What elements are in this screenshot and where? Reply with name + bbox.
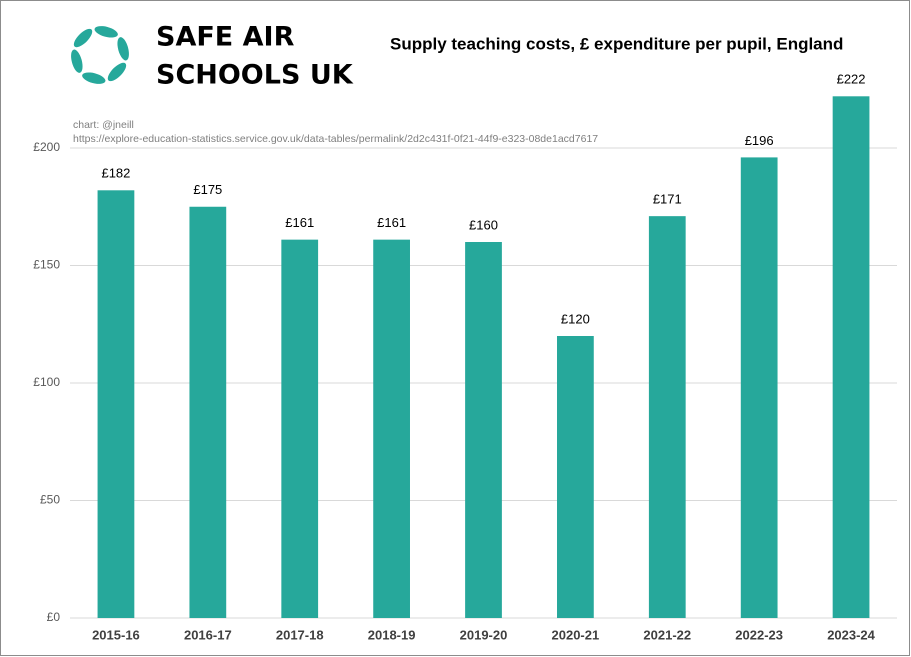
x-tick-label: 2017-18	[276, 627, 324, 642]
x-tick-label: 2018-19	[368, 627, 416, 642]
bar	[97, 190, 135, 619]
bar	[740, 157, 778, 618]
x-tick-label: 2023-24	[827, 627, 875, 642]
bar	[557, 336, 594, 618]
bar	[465, 242, 502, 618]
bar	[373, 239, 410, 618]
x-tick-label: 2022-23	[735, 627, 783, 642]
x-tick-label: 2015-16	[92, 627, 140, 642]
chart-title: Supply teaching costs, £ expenditure per…	[390, 34, 843, 53]
annotation: https://explore-education-statistics.ser…	[73, 133, 598, 145]
value-label: £196	[745, 133, 774, 148]
x-tick-label: 2016-17	[184, 627, 232, 642]
value-label: £222	[837, 72, 866, 87]
value-label: £171	[653, 192, 682, 207]
y-tick-label: £0	[47, 610, 61, 624]
value-label: £161	[285, 215, 314, 230]
value-label: £161	[377, 215, 406, 230]
value-label: £160	[469, 217, 498, 232]
y-tick-label: £200	[33, 140, 60, 154]
value-label: £120	[561, 311, 590, 326]
bar	[281, 239, 319, 618]
annotation: chart: @jneill	[73, 119, 134, 131]
y-tick-label: £100	[33, 375, 60, 389]
value-label: £175	[193, 182, 222, 197]
x-tick-label: 2020-21	[552, 627, 600, 642]
value-label: £182	[101, 166, 130, 181]
y-tick-label: £150	[33, 258, 60, 272]
bar	[648, 216, 686, 618]
x-tick-label: 2021-22	[643, 627, 691, 642]
y-tick-label: £50	[40, 493, 60, 507]
logo-text: SCHOOLS UK	[156, 60, 354, 91]
bar	[189, 206, 227, 618]
bar	[832, 96, 870, 619]
logo-text: SAFE AIR	[156, 22, 295, 53]
x-tick-label: 2019-20	[460, 627, 508, 642]
logo-icon	[71, 26, 129, 84]
